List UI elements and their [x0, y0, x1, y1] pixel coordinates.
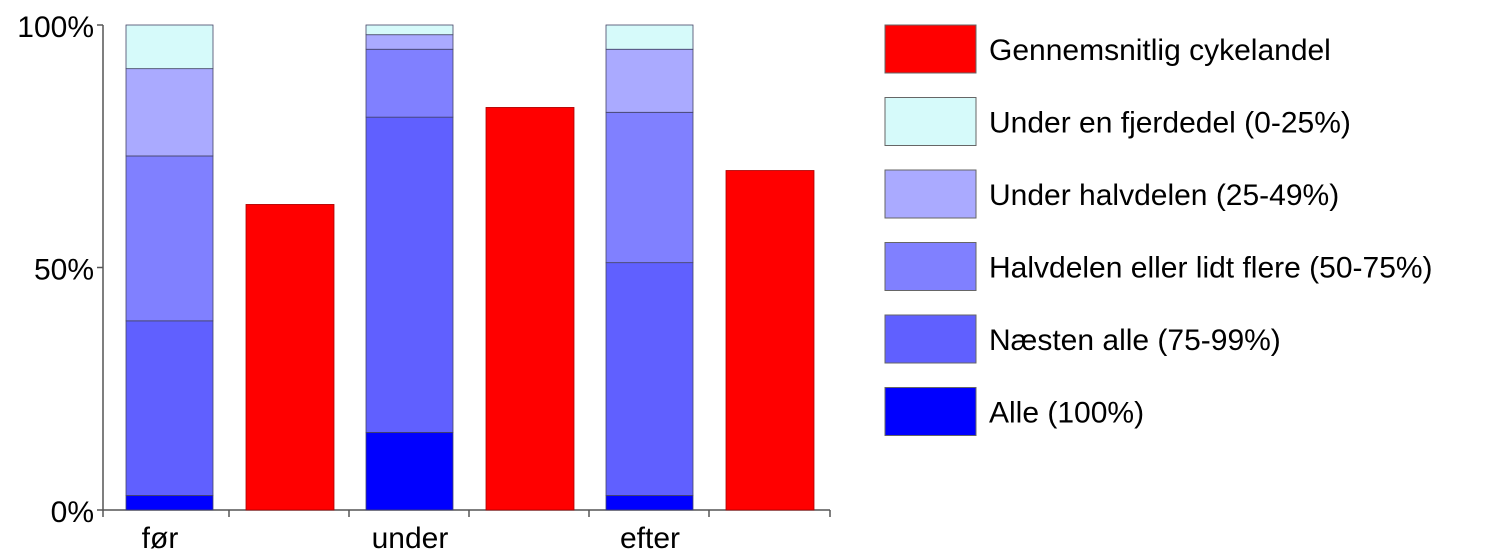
average-bar [245, 204, 335, 511]
stacked-bar-segment [605, 262, 694, 496]
legend-label: Alle (100%) [989, 397, 1144, 430]
legend-label: Under halvdelen (25-49%) [989, 179, 1339, 212]
legend: Gennemsnitlig cykelandel Under en fjerded… [884, 24, 1433, 436]
stacked-bar-segment [125, 24, 214, 70]
legend-swatch [884, 169, 977, 219]
stacked-bar-segment [125, 68, 214, 157]
x-category-label: efter [620, 522, 680, 553]
average-bar [725, 170, 815, 511]
stacked-bar-segment [605, 111, 694, 264]
legend-label: Under en fjerdedel (0-25%) [989, 107, 1351, 140]
stacked-bar-segment [365, 24, 454, 36]
stacked-bar-segment [125, 155, 214, 322]
bars-group [125, 24, 815, 511]
stacked-bar-segment [605, 495, 694, 511]
legend-swatch [884, 314, 977, 364]
stacked-bar-segment [125, 320, 214, 496]
x-category-label: under [372, 522, 449, 553]
x-axis: før under efter [102, 509, 831, 555]
legend-swatch [884, 97, 977, 146]
y-axis: 0% 50% 100% [17, 11, 104, 529]
legend-swatch [884, 242, 977, 291]
y-tick-label: 100% [17, 11, 94, 44]
legend-swatch [884, 387, 977, 436]
y-tick-label: 50% [34, 254, 94, 287]
stacked-bar-segment [365, 34, 454, 50]
stacked-bar-segment [605, 48, 694, 113]
legend-label: Næsten alle (75-99%) [989, 324, 1281, 357]
legend-label: Halvdelen eller lidt flere (50-75%) [989, 252, 1433, 285]
stacked-bar-segment [365, 48, 454, 118]
x-category-label: før [142, 522, 179, 553]
legend-swatch [884, 24, 977, 74]
stacked-bar-segment [365, 116, 454, 433]
stacked-bar-segment [125, 495, 214, 511]
average-bar [485, 107, 575, 511]
legend-label: Gennemsnitlig cykelandel [989, 34, 1331, 67]
stacked-bar-segment [605, 24, 694, 50]
y-tick-label: 0% [51, 496, 94, 529]
stacked-bar-segment [365, 431, 454, 511]
